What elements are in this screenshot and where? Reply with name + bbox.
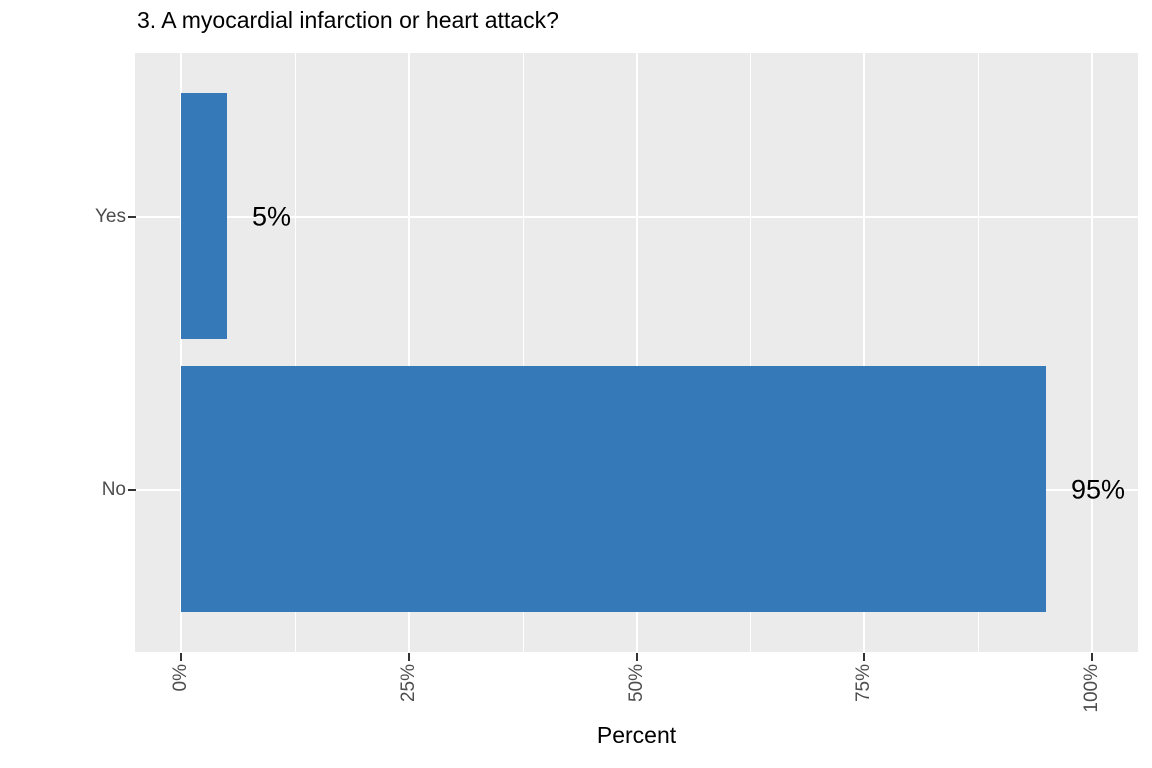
bar-value-label-no: 95% bbox=[1071, 474, 1126, 505]
y-axis-label-no: No bbox=[101, 479, 126, 500]
y-tick-mark-no bbox=[128, 489, 136, 491]
plot-panel: 5% 95% bbox=[135, 53, 1138, 652]
x-tick-mark-25 bbox=[408, 653, 410, 661]
x-tick-label-0: 0% bbox=[170, 664, 191, 692]
x-tick-label-75: 75% bbox=[853, 664, 874, 703]
y-axis-label-yes: Yes bbox=[95, 206, 126, 227]
gridline-minor-x-1 bbox=[295, 53, 296, 652]
x-tick-label-50: 50% bbox=[626, 664, 647, 703]
bar-value-label-yes: 5% bbox=[252, 201, 292, 232]
bar-yes bbox=[181, 93, 227, 339]
gridline-major-x-0 bbox=[180, 53, 182, 652]
chart-title: 3. A myocardial infarction or heart atta… bbox=[137, 7, 559, 33]
x-tick-mark-100 bbox=[1091, 653, 1093, 661]
gridline-minor-x-4 bbox=[978, 53, 979, 652]
gridline-major-y-yes bbox=[135, 216, 1138, 218]
gridline-major-x-75 bbox=[863, 53, 865, 652]
x-tick-label-25: 25% bbox=[398, 664, 419, 703]
x-tick-label-100: 100% bbox=[1081, 664, 1102, 713]
gridline-minor-x-3 bbox=[750, 53, 751, 652]
x-tick-mark-0 bbox=[180, 653, 182, 661]
gridline-minor-x-2 bbox=[523, 53, 524, 652]
x-tick-mark-50 bbox=[636, 653, 638, 661]
gridline-major-x-50 bbox=[636, 53, 638, 652]
x-axis-title: Percent bbox=[596, 722, 677, 748]
gridline-major-x-25 bbox=[408, 53, 410, 652]
gridline-major-x-100 bbox=[1091, 53, 1093, 652]
x-tick-mark-75 bbox=[863, 653, 865, 661]
y-tick-mark-yes bbox=[128, 216, 136, 218]
bar-no bbox=[181, 366, 1046, 612]
